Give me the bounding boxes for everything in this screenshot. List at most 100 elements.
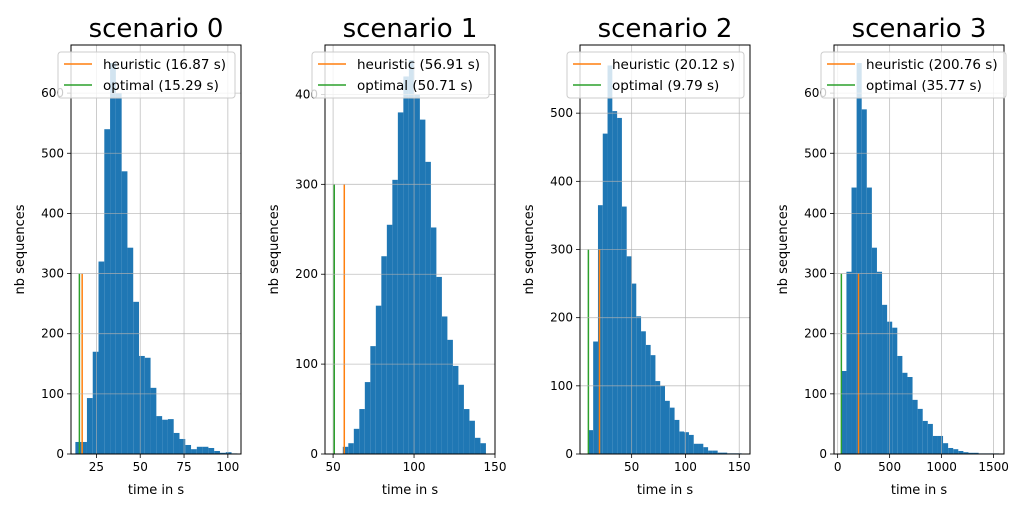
y-tick-label: 100 bbox=[804, 387, 827, 401]
histogram-bar bbox=[968, 452, 974, 454]
chart-panel-2: 50 100 150 0 100 200 300 400 500 scenario 2 time i… bbox=[522, 14, 751, 498]
histogram-bar bbox=[902, 372, 908, 454]
histogram-bar bbox=[342, 446, 349, 454]
histogram-bar bbox=[214, 450, 220, 454]
histogram-bar bbox=[698, 443, 704, 454]
histogram-bar bbox=[953, 449, 959, 454]
histogram-bar bbox=[846, 271, 852, 454]
histogram-bar bbox=[375, 305, 382, 454]
histogram-bar bbox=[973, 452, 979, 454]
y-tick-label: 500 bbox=[804, 146, 827, 160]
histogram-bar bbox=[208, 447, 215, 454]
legend-box bbox=[820, 51, 1007, 99]
y-tick-label: 0 bbox=[310, 447, 318, 461]
x-tick-label: 150 bbox=[728, 460, 751, 474]
histogram-bar bbox=[133, 301, 139, 454]
histogram-bar bbox=[882, 304, 888, 454]
y-tick-label: 300 bbox=[550, 243, 573, 257]
histogram-bar bbox=[386, 224, 393, 454]
histogram-bar bbox=[607, 65, 613, 454]
x-tick-label: 150 bbox=[484, 460, 507, 474]
legend: heuristic (200.76 s) optimal (35.77 s) bbox=[820, 51, 1007, 99]
histogram-bar bbox=[381, 256, 387, 454]
y-tick-label: 300 bbox=[295, 177, 318, 191]
y-tick-label: 200 bbox=[41, 327, 64, 341]
histogram-bar bbox=[458, 384, 464, 454]
histogram-bar bbox=[892, 327, 898, 454]
histogram-bar bbox=[602, 133, 608, 454]
histogram-bar bbox=[110, 63, 116, 454]
y-tick-label: 400 bbox=[41, 206, 64, 220]
histogram-bar bbox=[907, 377, 913, 454]
legend-entry: optimal (50.71 s) bbox=[357, 78, 473, 94]
histogram-bar bbox=[92, 351, 99, 454]
histogram-bar bbox=[219, 452, 226, 454]
histogram-bar bbox=[943, 443, 949, 454]
histogram-bar bbox=[452, 365, 459, 454]
x-tick-label: 500 bbox=[878, 460, 901, 474]
histogram-bar bbox=[948, 447, 954, 454]
x-axis-label: time in s bbox=[382, 483, 438, 498]
histogram-bar bbox=[922, 420, 928, 454]
x-axis-label: time in s bbox=[891, 483, 947, 498]
y-tick-label: 200 bbox=[550, 311, 573, 325]
histogram-bar bbox=[167, 419, 174, 454]
histogram-bar bbox=[841, 370, 847, 454]
histogram-bar bbox=[912, 399, 918, 454]
y-axis-label: nb sequences bbox=[776, 204, 791, 294]
y-axis-label: nb sequences bbox=[13, 204, 28, 294]
histogram-bar bbox=[631, 283, 637, 454]
histogram-bar bbox=[348, 443, 354, 454]
histogram-bar bbox=[851, 187, 857, 454]
x-tick-label: 1000 bbox=[926, 460, 957, 474]
histogram-bar bbox=[441, 316, 448, 454]
histogram-bar bbox=[480, 443, 486, 454]
histogram-bar bbox=[655, 381, 661, 454]
histogram-bar bbox=[364, 382, 371, 454]
chart-panel-3: 0 500 1000 15000100200300400500600scenario … bbox=[776, 14, 1009, 498]
y-tick-label: 400 bbox=[550, 174, 573, 188]
x-tick-label: 1500 bbox=[978, 460, 1009, 474]
histogram-bars bbox=[841, 63, 999, 454]
histogram-bar bbox=[636, 316, 642, 454]
histogram-bar bbox=[722, 452, 728, 454]
legend-entry: heuristic (20.12 s) bbox=[612, 57, 735, 73]
histogram-bar bbox=[430, 227, 437, 454]
histogram-bar bbox=[121, 171, 128, 454]
y-tick-label: 500 bbox=[550, 106, 573, 120]
histogram-bar bbox=[179, 438, 186, 454]
legend-entry: optimal (15.29 s) bbox=[103, 78, 219, 94]
legend-entry: heuristic (56.91 s) bbox=[357, 57, 480, 73]
histogram-bar bbox=[139, 355, 145, 454]
legend: heuristic (16.87 s) optimal (15.29 s) bbox=[57, 51, 236, 99]
legend-entry: optimal (35.77 s) bbox=[866, 78, 982, 94]
x-tick-label: 0 bbox=[834, 460, 842, 474]
histogram-bar bbox=[641, 331, 646, 454]
y-tick-label: 200 bbox=[295, 267, 318, 281]
axes-frame bbox=[70, 44, 242, 455]
histogram-bar bbox=[621, 206, 627, 454]
histogram-bar bbox=[708, 450, 713, 454]
histogram-bar bbox=[392, 179, 398, 454]
legend-entry: heuristic (200.76 s) bbox=[866, 57, 998, 73]
y-tick-label: 100 bbox=[295, 357, 318, 371]
histogram-bar bbox=[876, 271, 883, 454]
x-tick-label: 50 bbox=[133, 460, 148, 474]
histogram-bar bbox=[703, 447, 709, 454]
x-tick-label: 100 bbox=[403, 460, 426, 474]
histogram-bar bbox=[866, 187, 872, 454]
histogram-bar bbox=[225, 452, 232, 454]
histogram-bar bbox=[650, 355, 656, 454]
histogram-bar bbox=[150, 387, 157, 454]
histogram-bar bbox=[665, 400, 670, 454]
histogram-bar bbox=[162, 419, 168, 454]
legend-box bbox=[566, 51, 745, 99]
histogram-bar bbox=[597, 205, 603, 454]
chart-title: scenario 3 bbox=[852, 14, 987, 44]
histogram-bar bbox=[419, 119, 426, 454]
histogram-bar bbox=[593, 341, 598, 454]
x-tick-label: 100 bbox=[674, 460, 697, 474]
